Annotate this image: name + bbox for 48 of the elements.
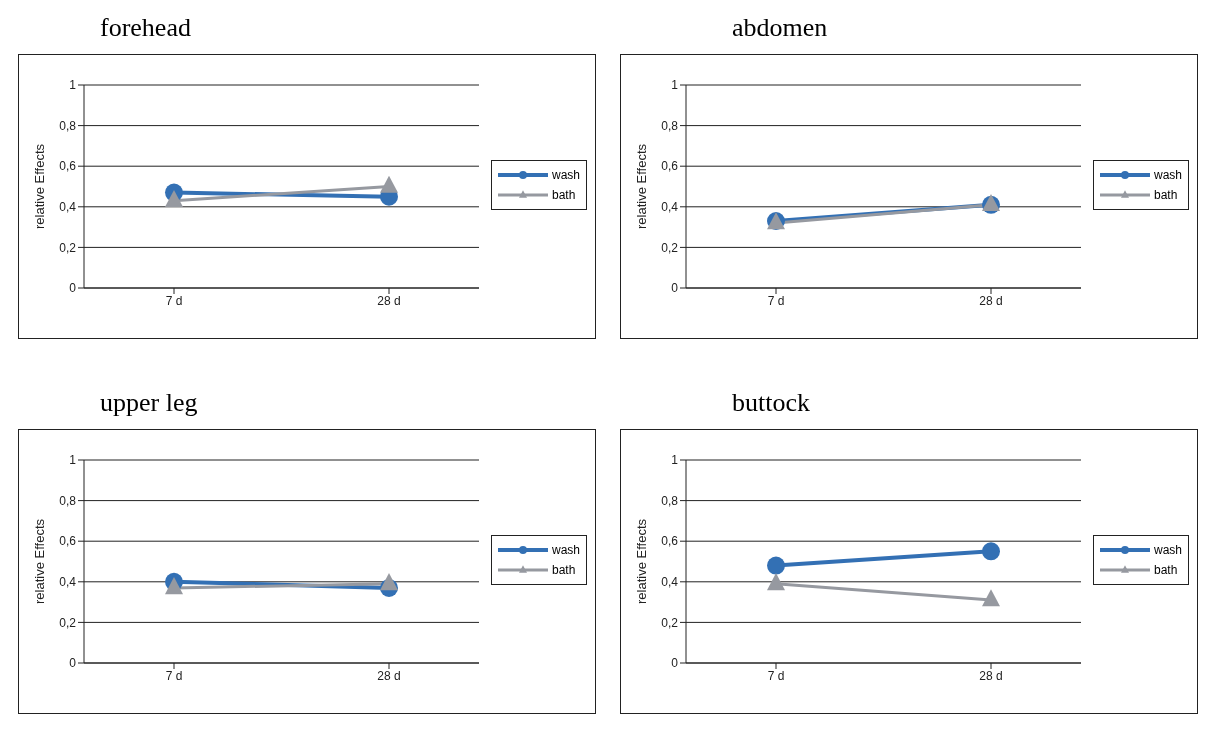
y-tick-label: 0,2 <box>661 240 679 255</box>
y-tick-label: 0 <box>671 281 679 296</box>
y-tick-label: 0,4 <box>59 200 77 215</box>
chart-title: forehead <box>99 12 192 44</box>
legend-label: bath <box>1154 188 1178 202</box>
y-axis-title: relative Effects <box>633 518 649 605</box>
legend-label: wash <box>552 543 581 557</box>
x-tick-label: 7 d <box>767 293 785 308</box>
y-tick-label: 1 <box>69 453 77 468</box>
chart-title: upper leg <box>99 387 199 419</box>
y-tick-label: 0,4 <box>59 575 77 590</box>
x-tick-label: 7 d <box>165 668 183 683</box>
legend-label: wash <box>552 168 581 182</box>
legend-label: bath <box>552 563 576 577</box>
y-tick-label: 0 <box>69 281 77 296</box>
y-tick-label: 0,4 <box>661 575 679 590</box>
y-tick-label: 0 <box>69 656 77 671</box>
legend-label: bath <box>1154 563 1178 577</box>
x-tick-label: 28 d <box>979 293 1003 308</box>
y-tick-label: 1 <box>671 78 679 93</box>
y-tick-label: 0,8 <box>59 118 77 133</box>
y-tick-label: 0,8 <box>59 493 77 508</box>
y-tick-label: 0,8 <box>661 118 679 133</box>
chart-title: buttock <box>731 387 811 419</box>
x-tick-label: 7 d <box>165 293 183 308</box>
y-tick-label: 0,2 <box>661 615 679 630</box>
y-tick-label: 0,4 <box>661 200 679 215</box>
y-tick-label: 0,6 <box>59 159 77 174</box>
x-tick-label: 28 d <box>377 293 401 308</box>
legend-label: bath <box>552 188 576 202</box>
y-tick-label: 0,6 <box>59 534 77 549</box>
y-axis-title: relative Effects <box>31 143 47 230</box>
legend-label: wash <box>1154 543 1183 557</box>
x-tick-label: 28 d <box>377 668 401 683</box>
x-tick-label: 7 d <box>767 668 785 683</box>
y-tick-label: 0,2 <box>59 240 77 255</box>
y-tick-label: 0 <box>671 656 679 671</box>
y-tick-label: 1 <box>671 453 679 468</box>
x-tick-label: 28 d <box>979 668 1003 683</box>
y-tick-label: 1 <box>69 78 77 93</box>
y-tick-label: 0,2 <box>59 615 77 630</box>
chart-title: abdomen <box>731 12 829 44</box>
y-tick-label: 0,6 <box>661 534 679 549</box>
y-axis-title: relative Effects <box>31 518 47 605</box>
legend-label: wash <box>1154 168 1183 182</box>
y-tick-label: 0,6 <box>661 159 679 174</box>
y-axis-title: relative Effects <box>633 143 649 230</box>
y-tick-label: 0,8 <box>661 493 679 508</box>
